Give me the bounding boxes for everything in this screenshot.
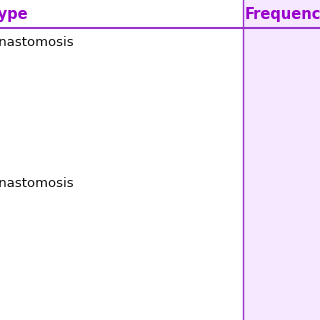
Text: Gastrointestinal anastomosis: Gastrointestinal anastomosis: [0, 177, 74, 189]
Text: Anastomosis type: Anastomosis type: [0, 7, 28, 21]
Text: Frequency: Frequency: [245, 7, 320, 21]
FancyBboxPatch shape: [0, 0, 243, 320]
FancyBboxPatch shape: [243, 0, 320, 320]
Text: Gastrointestinal anastomosis: Gastrointestinal anastomosis: [0, 36, 74, 49]
